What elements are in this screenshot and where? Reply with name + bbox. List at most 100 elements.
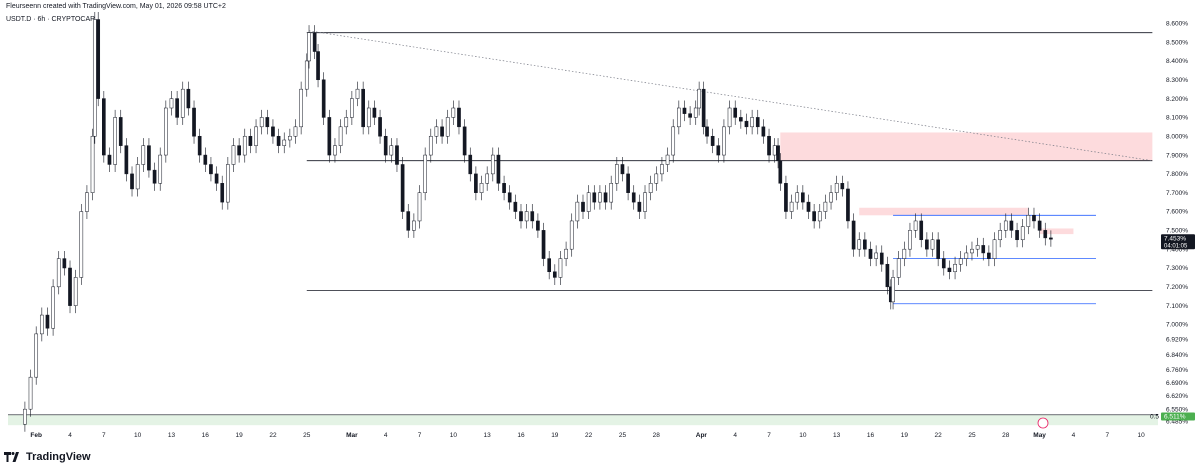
x-tick-label: Feb — [30, 432, 42, 439]
y-tick-label: 6.760% — [1166, 367, 1188, 374]
candle-body — [716, 145, 721, 156]
candle-body — [372, 107, 377, 118]
candle-body — [85, 192, 89, 212]
candle-body — [361, 88, 365, 128]
candle-body — [338, 126, 343, 146]
chart-credit: Fleurseenn created with TradingView.com,… — [6, 3, 226, 10]
x-tick-label: 10 — [134, 432, 142, 439]
candle-body — [124, 145, 129, 175]
candle-body — [569, 220, 574, 250]
candle — [288, 128, 292, 148]
candle-body — [1032, 215, 1036, 222]
candle — [79, 204, 84, 285]
candle-body — [406, 211, 411, 231]
zones-layer — [8, 132, 1158, 426]
candle — [423, 147, 427, 201]
candle — [366, 100, 371, 135]
candle — [383, 128, 388, 163]
candle — [592, 185, 597, 210]
candle-body — [671, 126, 676, 156]
candle — [485, 166, 489, 191]
y-tick-label: 8.300% — [1166, 77, 1188, 84]
candle — [118, 109, 123, 154]
candle — [186, 81, 191, 116]
candle-body — [654, 173, 659, 184]
candle — [879, 245, 884, 272]
candle — [851, 213, 856, 257]
candle — [981, 237, 986, 261]
x-tick-label: 22 — [585, 432, 593, 439]
candle-body — [1015, 230, 1019, 241]
candle-body — [801, 192, 805, 203]
candle-body — [293, 126, 298, 137]
symbol-legend[interactable]: USDT.D · 6h · CRYPTOCAP — [6, 16, 95, 23]
candle — [654, 166, 659, 191]
candle-body — [490, 154, 495, 175]
y-tick-label: 6.620% — [1166, 393, 1188, 400]
candle — [158, 147, 163, 191]
candle-body — [152, 169, 157, 184]
y-tick-label: 7.400% — [1166, 246, 1188, 253]
candle — [333, 138, 337, 163]
footer-brand[interactable]: TradingView — [4, 450, 91, 464]
candle — [113, 109, 117, 172]
candle-body — [705, 126, 709, 137]
candle — [564, 241, 568, 267]
candle — [744, 113, 749, 135]
candle — [440, 119, 444, 144]
candle — [412, 213, 416, 238]
candle — [863, 232, 867, 257]
candle — [434, 119, 439, 144]
candle-body — [1037, 220, 1042, 231]
candle — [203, 147, 208, 172]
candle-body — [462, 126, 467, 156]
candle — [701, 81, 706, 135]
x-tick-label: Apr — [696, 432, 708, 439]
candle-body — [851, 220, 856, 250]
candle — [868, 241, 873, 267]
candle — [547, 251, 552, 280]
candle-body — [665, 154, 670, 165]
candle-body — [575, 201, 580, 222]
candle — [445, 109, 450, 144]
candle — [947, 260, 952, 280]
candle-body — [180, 88, 185, 118]
candle-body — [1003, 220, 1008, 231]
candle-body — [701, 88, 706, 128]
candle-body — [417, 192, 422, 222]
candle — [891, 269, 895, 310]
candle — [474, 166, 478, 201]
candle — [784, 175, 788, 220]
candle-body — [693, 107, 698, 118]
candle-body — [552, 271, 557, 278]
x-tick-label: 4 — [384, 432, 388, 439]
candle-body — [1043, 230, 1048, 239]
candle-body — [321, 79, 326, 118]
candle-body — [806, 201, 811, 212]
candle-body — [840, 183, 845, 190]
y-tick-label: 6.920% — [1166, 337, 1188, 344]
candle — [490, 147, 495, 182]
last-price-tag: 7.453%04:01:05 — [1161, 234, 1195, 250]
candle — [874, 245, 878, 267]
x-tick-label: 10 — [799, 432, 807, 439]
candle — [806, 194, 811, 220]
candle — [1003, 213, 1008, 238]
candle-body — [79, 211, 84, 278]
candle — [451, 100, 456, 125]
candle-body — [772, 145, 777, 156]
candle-body — [789, 201, 794, 212]
candle — [705, 119, 709, 144]
candle — [586, 185, 591, 220]
candle — [829, 185, 833, 210]
candle — [130, 166, 134, 197]
candle-body — [220, 183, 225, 203]
candle — [68, 260, 72, 314]
candle — [581, 194, 585, 220]
candle-body — [254, 126, 258, 146]
candle-body — [412, 220, 416, 231]
candle — [727, 100, 732, 135]
y-tick-label: 7.200% — [1166, 284, 1188, 291]
candle-body — [366, 107, 371, 128]
